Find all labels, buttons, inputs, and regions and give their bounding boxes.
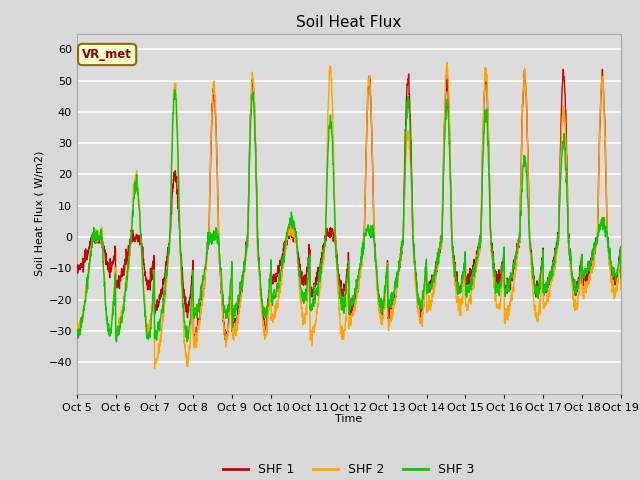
Title: Soil Heat Flux: Soil Heat Flux [296, 15, 401, 30]
X-axis label: Time: Time [335, 414, 362, 424]
Text: VR_met: VR_met [82, 48, 132, 61]
Y-axis label: Soil Heat Flux ( W/m2): Soil Heat Flux ( W/m2) [35, 151, 44, 276]
Legend: SHF 1, SHF 2, SHF 3: SHF 1, SHF 2, SHF 3 [218, 458, 479, 480]
